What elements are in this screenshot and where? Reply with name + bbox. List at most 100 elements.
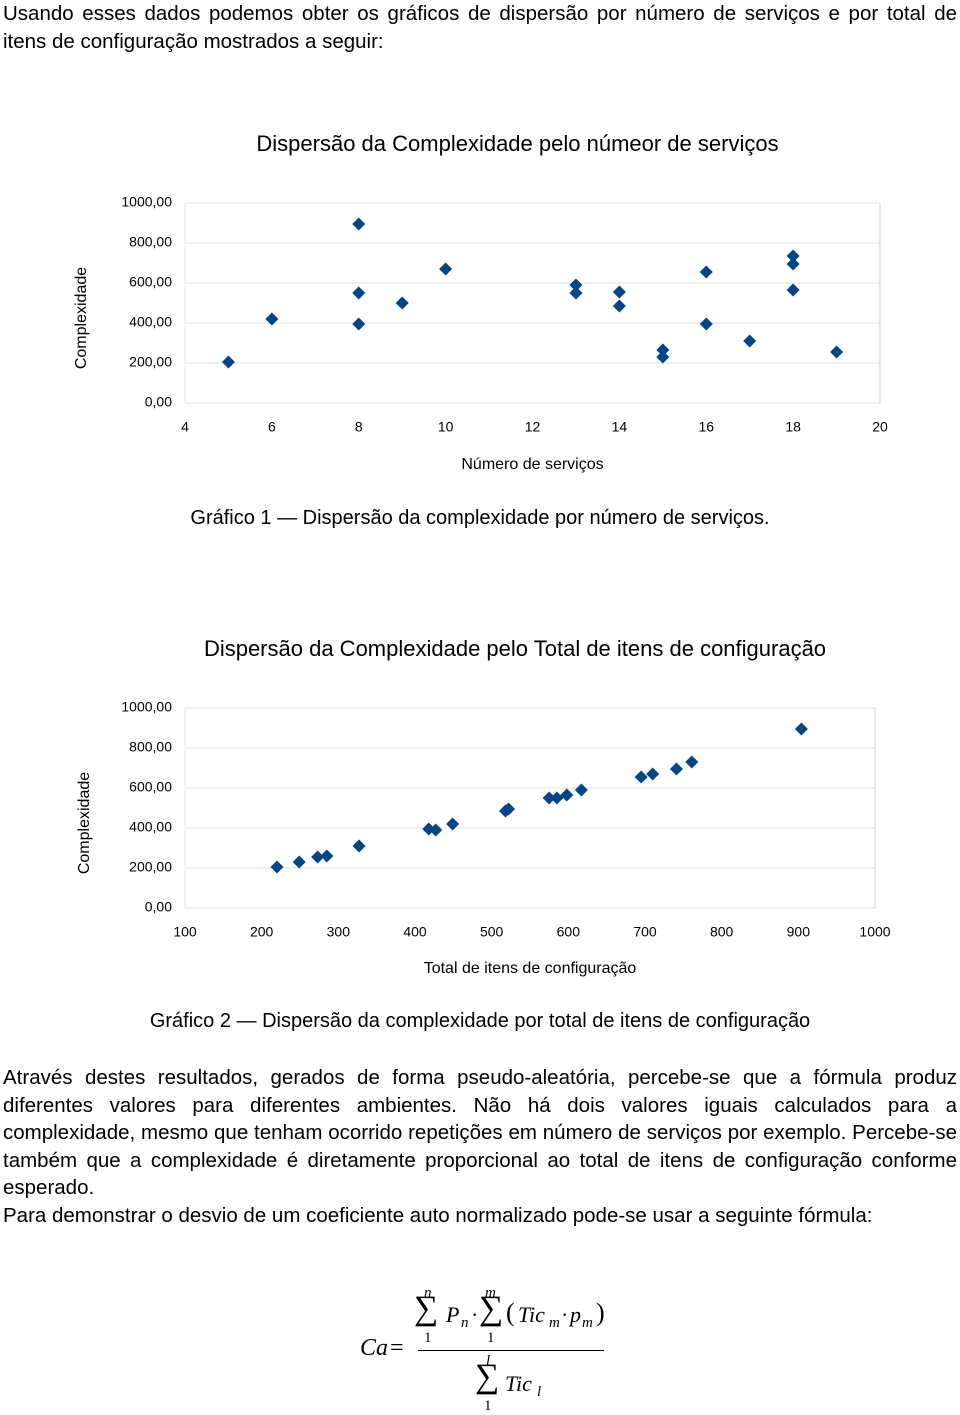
intro: Usando esses dados podemos obter os gráf… [3,2,957,53]
data-point [699,317,713,331]
x-axis-label: Total de itens de configuração [424,960,637,977]
x-tick-label: 18 [785,419,801,435]
x-tick-label: 4 [181,419,189,435]
formula-text: ) [596,1298,605,1327]
data-point [574,783,588,797]
data-point [265,312,279,326]
y-tick-label: 800,00 [129,234,172,250]
y-tick-label: 600,00 [129,274,172,290]
x-tick-label: 300 [327,924,351,940]
data-point [656,343,670,357]
x-tick-label: 500 [480,924,504,940]
y-tick-label: 0,00 [145,394,172,410]
formula-text: Tic [505,1371,532,1396]
data-point [786,249,800,263]
x-tick-label: 10 [438,419,454,435]
x-axis-label: Número de serviços [461,456,603,473]
formula-text: P [446,1302,460,1327]
data-point [542,791,556,805]
data-point [743,334,757,348]
formula-text: ∑ [414,1290,439,1327]
x-tick-label: 400 [403,924,427,940]
formula-text: 1 [484,1398,492,1414]
data-point [352,317,366,331]
y-tick-label: 600,00 [129,779,172,795]
data-point [786,257,800,271]
data-point [830,345,844,359]
data-point [429,823,443,837]
x-tick-label: 14 [612,419,628,435]
data-point [794,722,808,736]
data-point [352,839,366,853]
data-point [395,296,409,310]
x-tick-label: 12 [525,419,541,435]
data-point [634,770,648,784]
data-point [612,285,626,299]
data-point [569,286,583,300]
data-point [685,755,699,769]
x-tick-label: 8 [355,419,363,435]
formula-text: = [390,1335,404,1361]
y-tick-label: 1000,00 [121,699,172,715]
formula-text: Ca [360,1335,389,1361]
data-point [569,278,583,292]
formula-text: m [549,1315,560,1331]
data-point [699,265,713,279]
caption: Gráfico 1 — Dispersão da complexidade po… [190,507,770,529]
data-point [352,286,366,300]
x-tick-label: 800 [710,924,734,940]
x-tick-label: 700 [633,924,657,940]
data-point [646,767,660,781]
data-point [221,355,235,369]
formula-text: p [570,1302,581,1327]
data-point [612,299,626,313]
x-tick-label: 6 [268,419,276,435]
formula-text: · [471,1302,479,1327]
paragraph: Para demonstrar o desvio de um coeficien… [3,1204,873,1227]
data-point [320,849,334,863]
x-tick-label: 900 [787,924,811,940]
caption: Gráfico 2 — Dispersão da complexidade po… [149,1010,811,1032]
data-point [439,262,453,276]
data-point [270,860,284,874]
y-axis-label: Complexidade [73,267,90,369]
y-tick-label: 200,00 [129,859,172,875]
formula-text: m [485,1285,496,1301]
y-tick-label: 400,00 [129,314,172,330]
formula-text: · [561,1302,569,1327]
y-tick-label: 0,00 [145,899,172,915]
data-point [656,350,670,364]
formula-text: ( [506,1298,515,1327]
y-tick-label: 200,00 [129,354,172,370]
data-point [311,850,325,864]
formula-text: ∑ [479,1290,504,1327]
x-tick-label: 100 [173,924,197,940]
formula-text: m [582,1315,593,1331]
x-tick-label: 1000 [859,924,890,940]
x-tick-label: 20 [872,419,888,435]
data-point [560,788,574,802]
x-tick-label: 600 [557,924,581,940]
formula-text: n [461,1315,469,1331]
x-tick-label: 16 [698,419,714,435]
y-axis-label: Complexidade [76,772,93,874]
y-tick-label: 800,00 [129,739,172,755]
formula-text: 1 [487,1330,495,1346]
formula-text: l [537,1384,542,1400]
y-tick-label: 400,00 [129,819,172,835]
chart-title: Dispersão da Complexidade pelo númeor de… [256,131,778,156]
data-point [352,217,366,231]
formula-text: 1 [424,1330,432,1346]
data-point [502,802,516,816]
formula-text: n [424,1285,432,1301]
data-point [550,791,564,805]
paragraph: Através destes resultados, gerados de fo… [3,1066,957,1200]
fraction-line [418,1350,604,1351]
data-point [292,855,306,869]
x-tick-label: 200 [250,924,274,940]
formula-text: ∑ [475,1358,500,1395]
formula-text: l [486,1353,491,1369]
data-point [669,762,683,776]
chart-title: Dispersão da Complexidade pelo Total de … [204,636,826,661]
